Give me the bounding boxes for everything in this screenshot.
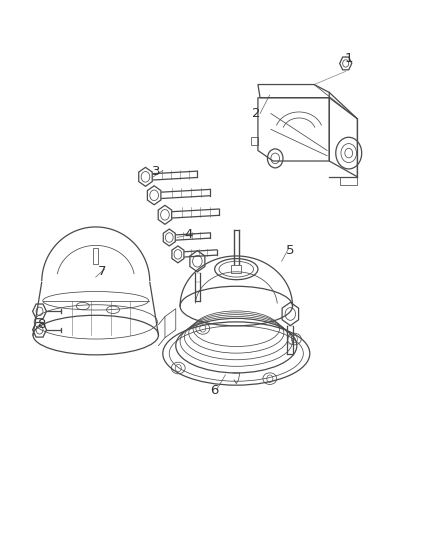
Text: 1: 1 <box>344 52 353 64</box>
Text: 3: 3 <box>152 165 161 178</box>
Text: 5: 5 <box>286 244 295 257</box>
Text: 4: 4 <box>184 228 193 241</box>
Bar <box>93 248 99 264</box>
Text: 6: 6 <box>211 384 219 397</box>
Text: 2: 2 <box>251 107 260 120</box>
Text: 8: 8 <box>38 318 46 331</box>
Text: 7: 7 <box>98 265 106 278</box>
